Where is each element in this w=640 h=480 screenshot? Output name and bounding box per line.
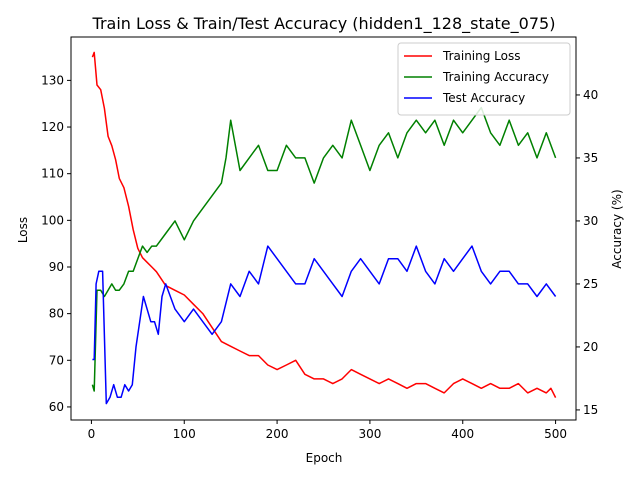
chart-title: Train Loss & Train/Test Accuracy (hidden… [92, 14, 556, 34]
x-tick-label: 0 [88, 427, 96, 441]
x-axis-label: Epoch [306, 451, 343, 465]
y-right-tick-label: 40 [583, 88, 598, 102]
series-line-training-accuracy [91, 106, 557, 392]
x-tick-label: 500 [544, 427, 567, 441]
series-lines [91, 51, 557, 405]
y-right-tick-label: 20 [583, 340, 598, 354]
legend: Training Loss Training Accuracy Test Accur… [397, 42, 571, 116]
y-axis-right-label: Accuracy (%) [610, 189, 624, 268]
y-left-tick-label: 90 [49, 260, 64, 274]
y-left-tick-label: 80 [49, 307, 64, 321]
plot-frame [70, 36, 577, 421]
x-tick-label: 300 [358, 427, 381, 441]
x-tick-label: 100 [173, 427, 196, 441]
y-right-tick-label: 30 [583, 214, 598, 228]
y-left-tick-label: 70 [49, 353, 64, 367]
x-tick-label: 200 [266, 427, 289, 441]
series-line-test-accuracy [92, 245, 557, 405]
y-axis-left: 60 70 80 90 100 110 120 130 [41, 73, 71, 414]
x-tick-label: 400 [451, 427, 474, 441]
series-line-training-loss [91, 51, 557, 398]
legend-box [397, 42, 571, 116]
legend-label: Training Loss [442, 49, 520, 63]
y-left-tick-label: 110 [41, 167, 64, 181]
legend-label: Test Accuracy [442, 91, 525, 105]
y-right-tick-label: 15 [583, 403, 598, 417]
y-axis-right: 15 20 25 30 35 40 [576, 88, 598, 417]
y-right-tick-label: 25 [583, 277, 598, 291]
y-axis-left-label: Loss [16, 217, 30, 243]
y-left-tick-label: 120 [41, 120, 64, 134]
y-left-tick-label: 130 [41, 73, 64, 87]
y-right-tick-label: 35 [583, 151, 598, 165]
y-left-tick-label: 100 [41, 213, 64, 227]
y-left-tick-label: 60 [49, 400, 64, 414]
legend-label: Training Accuracy [442, 70, 549, 84]
x-axis: 0 100 200 300 400 500 [88, 420, 567, 441]
